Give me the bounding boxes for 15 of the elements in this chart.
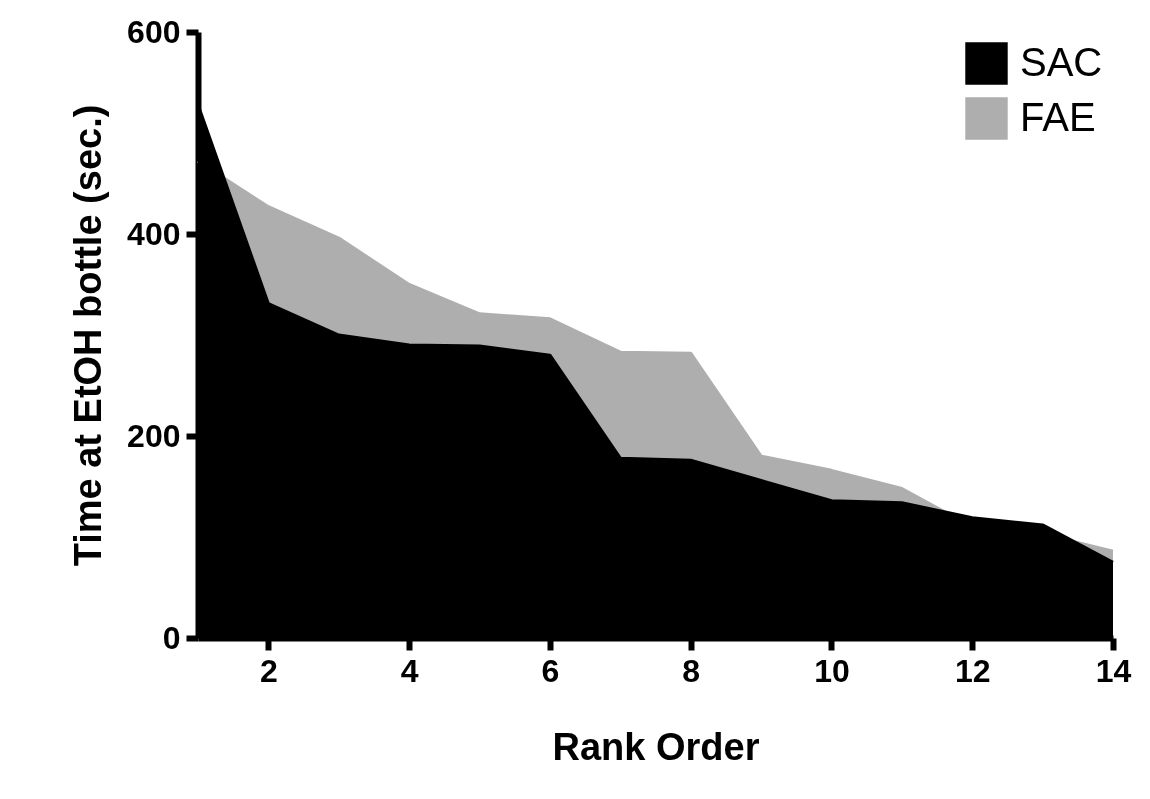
y-axis-title: Time at EtOH bottle (sec.) [67,104,110,567]
x-tick-label: 4 [400,652,419,689]
x-tick-label: 10 [814,652,850,689]
y-tick-label: 400 [127,215,181,252]
x-tick-label: 14 [1095,652,1132,689]
legend-label: SAC [1020,39,1103,84]
y-tick-label: 200 [127,417,181,454]
y-tick-label: 600 [127,13,181,50]
x-tick-label: 8 [682,652,701,689]
x-axis-title: Rank Order [552,725,760,768]
x-tick-label: 2 [259,652,278,689]
legend-label: FAE [1020,94,1096,139]
x-tick-label: 6 [541,652,560,689]
x-tick-label: 12 [954,652,991,689]
y-tick-label: 0 [162,619,181,656]
